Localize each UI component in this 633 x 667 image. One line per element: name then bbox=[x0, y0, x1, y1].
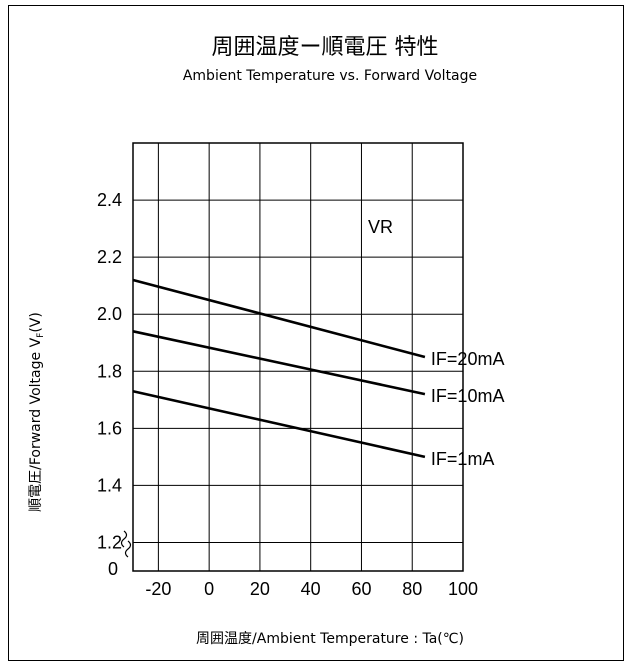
y-origin-label: 0 bbox=[108, 559, 118, 579]
y-axis-label-sub: F bbox=[36, 333, 46, 338]
chart-title: 周囲温度ー順電圧 特性 bbox=[212, 35, 439, 60]
series-group: IF=20mA IF=10mA IF=1mA bbox=[132, 278, 505, 469]
y-axis-label-main: 順電圧/Forward Voltage V bbox=[28, 337, 44, 511]
annotation-label: VR bbox=[368, 217, 393, 237]
series-line bbox=[132, 330, 426, 396]
x-tick-labels: -20 0 20 40 60 80 100 bbox=[145, 579, 478, 599]
chart-frame bbox=[8, 5, 624, 661]
plot-area-border bbox=[132, 142, 464, 572]
y-tick-label: 1.6 bbox=[97, 418, 122, 438]
x-tick-label: 60 bbox=[351, 579, 371, 599]
x-tick-label: 20 bbox=[250, 579, 270, 599]
y-tick-label: 2.4 bbox=[97, 190, 122, 210]
y-tick-label: 1.8 bbox=[97, 361, 122, 381]
x-tick-label: 0 bbox=[204, 579, 214, 599]
y-tick-label: 2.2 bbox=[97, 247, 122, 267]
series-label: IF=20mA bbox=[431, 349, 505, 369]
y-tick-label: 1.2 bbox=[97, 532, 122, 552]
grid bbox=[133, 143, 464, 571]
series-label: IF=10mA bbox=[431, 386, 505, 406]
x-axis-label: 周囲温度/Ambient Temperature : Ta(℃) bbox=[196, 631, 464, 647]
x-tick-label: 100 bbox=[448, 579, 478, 599]
y-tick-labels: 1.2 1.4 1.6 1.8 2.0 2.2 2.4 bbox=[97, 190, 122, 552]
axis-break-mark bbox=[120, 530, 132, 558]
chart-subtitle: Ambient Temperature vs. Forward Voltage bbox=[183, 68, 477, 84]
series-line bbox=[132, 278, 426, 359]
x-tick-label: -20 bbox=[145, 579, 171, 599]
series-line bbox=[132, 389, 426, 459]
series-label: IF=1mA bbox=[431, 449, 495, 469]
y-tick-label: 1.4 bbox=[97, 475, 122, 495]
y-axis-label: 順電圧/Forward Voltage VF(V) bbox=[28, 312, 46, 512]
x-tick-label: 80 bbox=[402, 579, 422, 599]
y-tick-label: 2.0 bbox=[97, 304, 122, 324]
y-axis-label-unit: (V) bbox=[28, 312, 44, 333]
x-tick-label: 40 bbox=[301, 579, 321, 599]
